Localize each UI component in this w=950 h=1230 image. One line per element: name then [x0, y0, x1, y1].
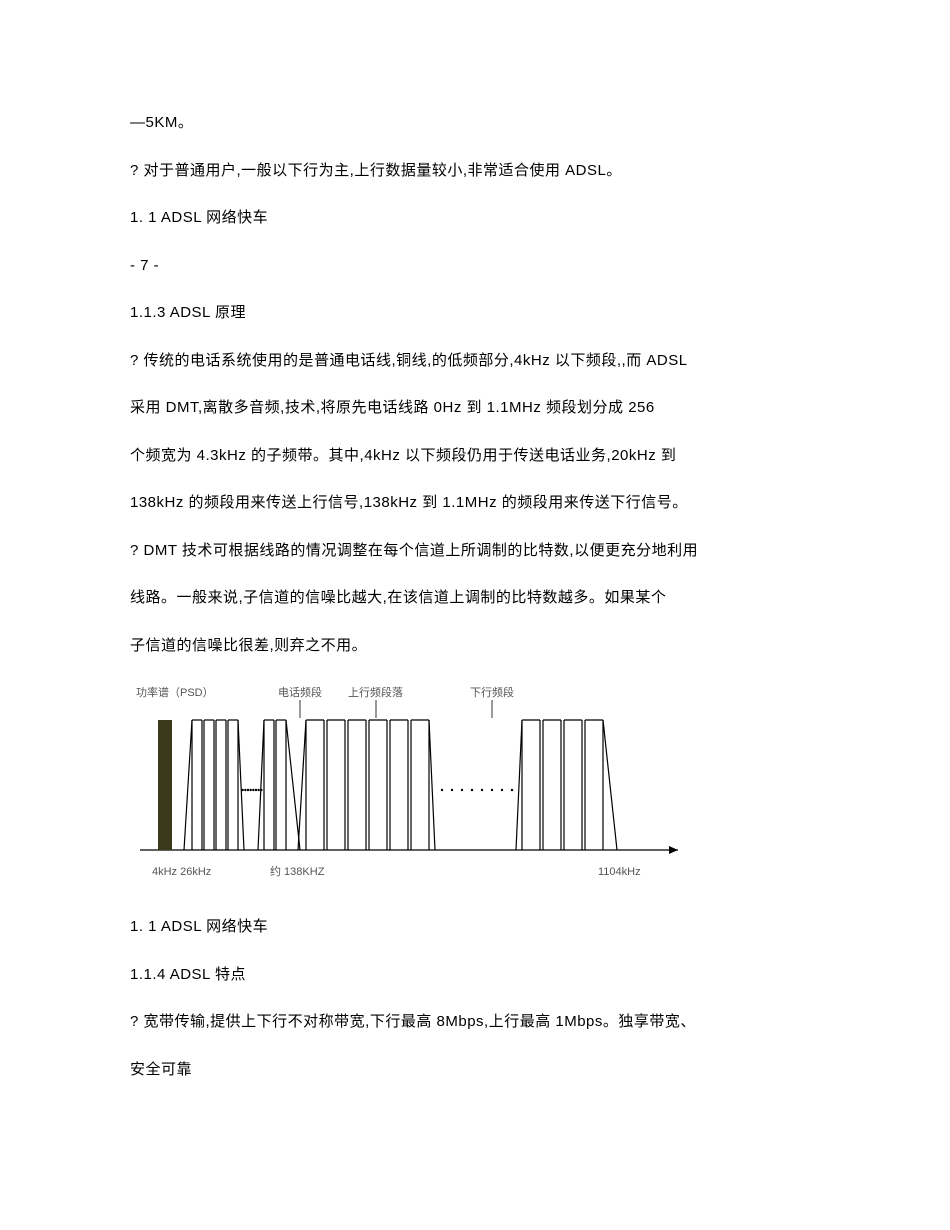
- paragraph: 个频宽为 4.3kHz 的子频带。其中,4kHz 以下频段仍用于传送电话业务,2…: [130, 443, 820, 469]
- svg-text:1104kHz: 1104kHz: [598, 866, 641, 878]
- svg-text:4kHz 26kHz: 4kHz 26kHz: [152, 866, 211, 878]
- paragraph: 子信道的信噪比很差,则弃之不用。: [130, 633, 820, 659]
- paragraph: 138kHz 的频段用来传送上行信号,138kHz 到 1.1MHz 的频段用来…: [130, 490, 820, 516]
- paragraph: ? 对于普通用户,一般以下行为主,上行数据量较小,非常适合使用 ADSL。: [130, 158, 820, 184]
- paragraph: 线路。一般来说,子信道的信噪比越大,在该信道上调制的比特数越多。如果某个: [130, 585, 820, 611]
- section-heading: 1.1.4 ADSL 特点: [130, 962, 820, 988]
- paragraph: 安全可靠: [130, 1057, 820, 1083]
- paragraph: —5KM。: [130, 110, 820, 136]
- page-number: - 7 -: [130, 253, 820, 279]
- paragraph: ? DMT 技术可根据线路的情况调整在每个信道上所调制的比特数,以便更充分地利用: [130, 538, 820, 564]
- section-heading: 1. 1 ADSL 网络快车: [130, 914, 820, 940]
- paragraph: 采用 DMT,离散多音频,技术,将原先电话线路 0Hz 到 1.1MHz 频段划…: [130, 395, 820, 421]
- paragraph: ? 传统的电话系统使用的是普通电话线,铜线,的低频部分,4kHz 以下频段,,而…: [130, 348, 820, 374]
- document-page: —5KM。 ? 对于普通用户,一般以下行为主,上行数据量较小,非常适合使用 AD…: [0, 0, 950, 1164]
- dmt-spectrum-chart: 功率谱（PSD） 电话频段 上行频段落 下行频段 4kHz 26kHz 约 138KHZ 1…: [130, 680, 820, 890]
- chart-svg: 功率谱（PSD） 电话频段 上行频段落 下行频段 4kHz 26kHz 约 138KHZ 1…: [130, 680, 690, 890]
- section-heading: 1. 1 ADSL 网络快车: [130, 205, 820, 231]
- svg-text:电话频段: 电话频段: [278, 685, 322, 699]
- section-heading: 1.1.3 ADSL 原理: [130, 300, 820, 326]
- svg-text:上行频段落: 上行频段落: [348, 685, 403, 699]
- svg-text:下行频段: 下行频段: [470, 685, 514, 699]
- svg-text:功率谱（PSD）: 功率谱（PSD）: [136, 685, 214, 699]
- svg-text:约 138KHZ: 约 138KHZ: [270, 865, 325, 878]
- paragraph: ? 宽带传输,提供上下行不对称带宽,下行最高 8Mbps,上行最高 1Mbps。…: [130, 1009, 820, 1035]
